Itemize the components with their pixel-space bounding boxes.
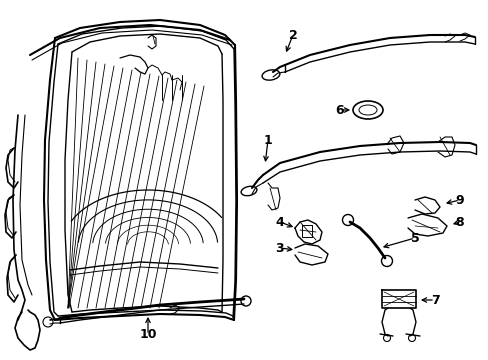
Text: 5: 5 — [410, 231, 419, 244]
Text: 4: 4 — [275, 216, 284, 229]
Text: 2: 2 — [288, 28, 297, 41]
Text: 3: 3 — [275, 242, 284, 255]
Text: 8: 8 — [455, 216, 464, 229]
Text: 6: 6 — [335, 104, 344, 117]
Text: 9: 9 — [455, 194, 464, 207]
Text: 10: 10 — [139, 328, 157, 342]
Text: 1: 1 — [263, 134, 272, 147]
Text: 7: 7 — [430, 293, 439, 306]
